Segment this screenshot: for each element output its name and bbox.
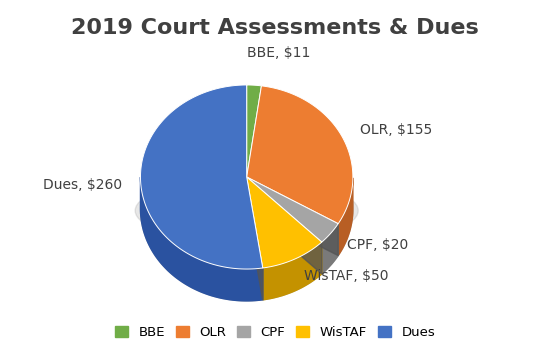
Ellipse shape (135, 178, 358, 243)
Polygon shape (338, 178, 353, 256)
Legend: BBE, OLR, CPF, WisTAF, Dues: BBE, OLR, CPF, WisTAF, Dues (109, 320, 441, 344)
Polygon shape (247, 177, 322, 274)
Polygon shape (247, 177, 322, 268)
Polygon shape (263, 242, 322, 300)
Polygon shape (247, 177, 263, 300)
Text: OLR, $155: OLR, $155 (360, 123, 432, 137)
Polygon shape (247, 177, 322, 274)
Text: CPF, $20: CPF, $20 (348, 238, 409, 252)
Polygon shape (247, 177, 338, 256)
Polygon shape (247, 86, 353, 224)
Polygon shape (140, 85, 263, 269)
Polygon shape (247, 177, 338, 242)
Text: 2019 Court Assessments & Dues: 2019 Court Assessments & Dues (71, 18, 479, 38)
Text: WisTAF, $50: WisTAF, $50 (304, 269, 389, 282)
Ellipse shape (140, 117, 353, 301)
Polygon shape (140, 177, 263, 301)
Text: BBE, $11: BBE, $11 (248, 46, 311, 60)
Text: Dues, $260: Dues, $260 (42, 178, 122, 192)
Polygon shape (247, 177, 263, 300)
Polygon shape (247, 85, 261, 177)
Polygon shape (247, 177, 338, 256)
Polygon shape (322, 224, 338, 274)
